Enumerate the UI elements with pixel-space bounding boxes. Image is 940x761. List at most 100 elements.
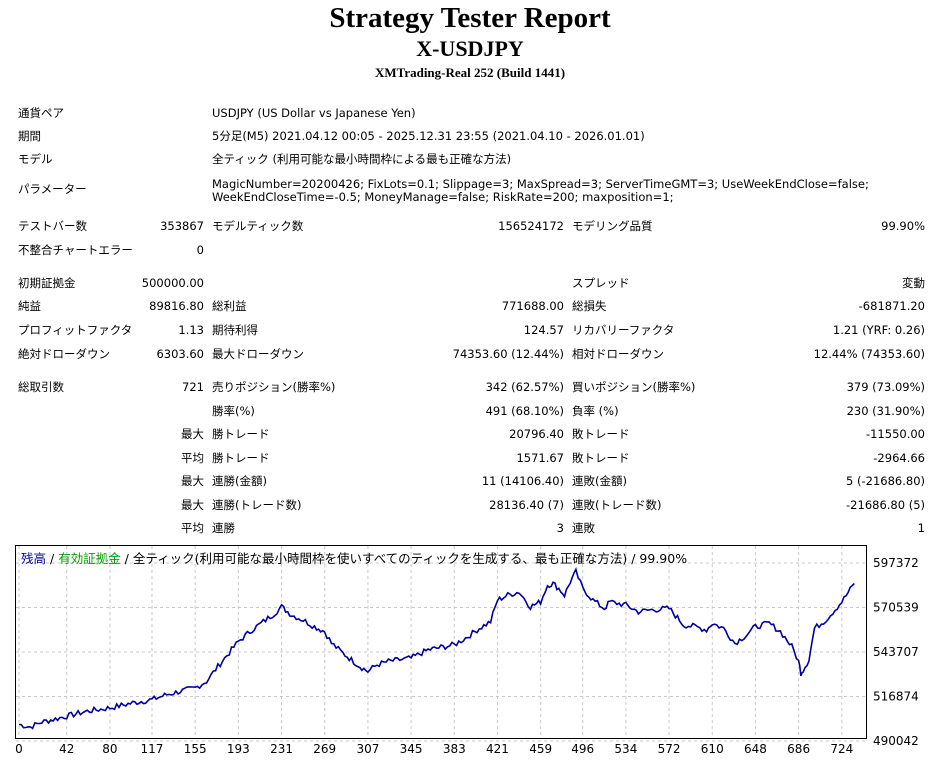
recovery-label: リカバリーファクタ	[572, 323, 675, 337]
trades-value: 721	[182, 380, 204, 394]
spread-value: 変動	[902, 276, 925, 290]
bars-value: 353867	[160, 219, 204, 233]
largest-win-label: 勝トレード	[212, 427, 270, 441]
legend-equity: 有効証拠金	[58, 551, 121, 566]
y-tick-label: 543707	[873, 645, 919, 659]
y-tick-label: 597372	[873, 556, 919, 570]
max-consec-lossamt-value: -21686.80 (5)	[846, 498, 925, 512]
lossrate-value: 230 (31.90%)	[846, 404, 925, 418]
avg-win-label: 勝トレード	[212, 451, 270, 465]
x-tick-label: 155	[184, 742, 207, 756]
x-tick-label: 80	[102, 742, 117, 756]
gross-profit-value: 771688.00	[501, 299, 564, 313]
largest-loss-value: -11550.00	[865, 427, 925, 441]
pair-value: USDJPY (US Dollar vs Japanese Yen)	[212, 106, 416, 120]
avg-loss-value: -2964.66	[873, 451, 925, 465]
max-consec-profit-value: 28136.40 (7)	[489, 498, 564, 512]
pf-value: 1.13	[178, 323, 204, 337]
largest-loss-label: 敗トレード	[572, 427, 630, 441]
pf-label: プロフィットファクタ	[18, 323, 133, 337]
params-line2: WeekEndCloseTime=-0.5; MoneyManage=false…	[212, 190, 674, 204]
params-label: パラメーター	[18, 182, 87, 196]
chart-grid	[16, 546, 866, 742]
x-tick-label: 0	[15, 742, 23, 756]
max-dd-label: 最大ドローダウン	[212, 347, 304, 361]
legend-separator-2: /	[121, 551, 133, 566]
balance-chart: 0 42 80 117 155 193 231 269 307 345 383 421 459 496 53…	[15, 545, 919, 756]
max-consec-win-value: 11 (14106.40)	[481, 474, 564, 488]
rel-dd-label: 相対ドローダウン	[572, 347, 664, 361]
x-tick-label: 572	[658, 742, 681, 756]
legend-balance: 残高	[21, 551, 46, 566]
abs-dd-label: 絶対ドローダウン	[18, 347, 110, 361]
average-prefix: 平均	[181, 451, 204, 465]
avg-consec-win-label: 連勝	[212, 521, 235, 535]
y-tick-label: 490042	[873, 734, 919, 748]
gross-profit-label: 総利益	[212, 299, 247, 313]
net-value: 89816.80	[149, 299, 204, 313]
abs-dd-value: 6303.60	[156, 347, 204, 361]
mismatch-value: 0	[196, 243, 204, 257]
x-tick-label: 231	[270, 742, 293, 756]
y-tick-label: 570539	[873, 601, 919, 615]
long-label: 買いポジション(勝率%)	[572, 380, 696, 394]
y-tick-label: 516874	[873, 690, 919, 704]
short-value: 342 (62.57%)	[485, 380, 564, 394]
avg-loss-label: 敗トレード	[572, 451, 630, 465]
chart-legend: 残高 / 有効証拠金 / 全ティック(利用可能な最小時間枠を使いすべてのティック…	[21, 551, 687, 566]
largest-prefix: 最大	[181, 427, 204, 441]
max-consec-loss-label: 連敗(金額)	[572, 474, 627, 488]
x-tick-label: 610	[701, 742, 724, 756]
ticks-value: 156524172	[498, 219, 564, 233]
legend-separator-1: /	[46, 551, 58, 566]
legend-model: 全ティック(利用可能な最小時間枠を使いすべてのティックを生成する、最も正確な方法…	[133, 551, 687, 566]
max-consec-win-label: 連勝(金額)	[212, 474, 267, 488]
x-tick-label: 534	[614, 742, 637, 756]
chart-ticks: 0 42 80 117 155 193 231 269 307 345 383 421 459 496 53…	[15, 556, 919, 756]
x-tick-label: 193	[227, 742, 250, 756]
x-tick-label: 117	[141, 742, 164, 756]
expected-label: 期待利得	[212, 323, 258, 337]
x-tick-label: 496	[571, 742, 594, 756]
x-tick-label: 724	[830, 742, 853, 756]
avg-consec-prefix: 平均	[181, 521, 204, 535]
expected-value: 124.57	[523, 323, 564, 337]
balance-series-line	[18, 567, 855, 730]
max-consec-lossamt-label: 連敗(トレード数)	[572, 498, 662, 512]
x-tick-label: 307	[356, 742, 379, 756]
gross-loss-label: 総損失	[572, 299, 607, 313]
params-line1: MagicNumber=20200426; FixLots=0.1; Slipp…	[212, 177, 869, 191]
x-tick-label: 345	[400, 742, 423, 756]
quality-value: 99.90%	[881, 219, 925, 233]
net-label: 純益	[18, 299, 41, 313]
max-dd-value: 74353.60 (12.44%)	[452, 347, 564, 361]
avg-consec-loss-label: 連敗	[572, 521, 595, 535]
bars-label: テストバー数	[18, 219, 87, 233]
max-consec-loss-value: 5 (-21686.80)	[846, 474, 925, 488]
long-value: 379 (73.09%)	[846, 380, 925, 394]
avg-win-value: 1571.67	[516, 451, 564, 465]
quality-label: モデリング品質	[572, 219, 653, 233]
deposit-value: 500000.00	[141, 276, 204, 290]
x-tick-label: 42	[59, 742, 74, 756]
report-title: Strategy Tester Report	[329, 2, 611, 34]
max-consec-prefix: 最大	[181, 474, 204, 488]
lossrate-label: 負率 (%)	[572, 404, 619, 418]
recovery-value: 1.21 (YRF: 0.26)	[832, 323, 925, 337]
spread-label: スプレッド	[572, 276, 630, 290]
largest-win-value: 20796.40	[509, 427, 564, 441]
mismatch-label: 不整合チャートエラー	[18, 243, 133, 257]
period-label: 期間	[18, 129, 41, 143]
winrate-label: 勝率(%)	[212, 404, 255, 418]
report-symbol: X-USDJPY	[416, 36, 524, 61]
winrate-value: 491 (68.10%)	[485, 404, 564, 418]
rel-dd-value: 12.44% (74353.60)	[813, 347, 925, 361]
model-value: 全ティック (利用可能な最小時間枠による最も正確な方法)	[212, 152, 512, 166]
ticks-label: モデルティック数	[212, 219, 304, 233]
x-tick-label: 269	[313, 742, 336, 756]
chart-frame	[15, 545, 867, 739]
x-tick-label: 686	[787, 742, 810, 756]
x-tick-label: 383	[443, 742, 466, 756]
short-label: 売りポジション(勝率%)	[212, 380, 336, 394]
x-tick-label: 459	[529, 742, 552, 756]
